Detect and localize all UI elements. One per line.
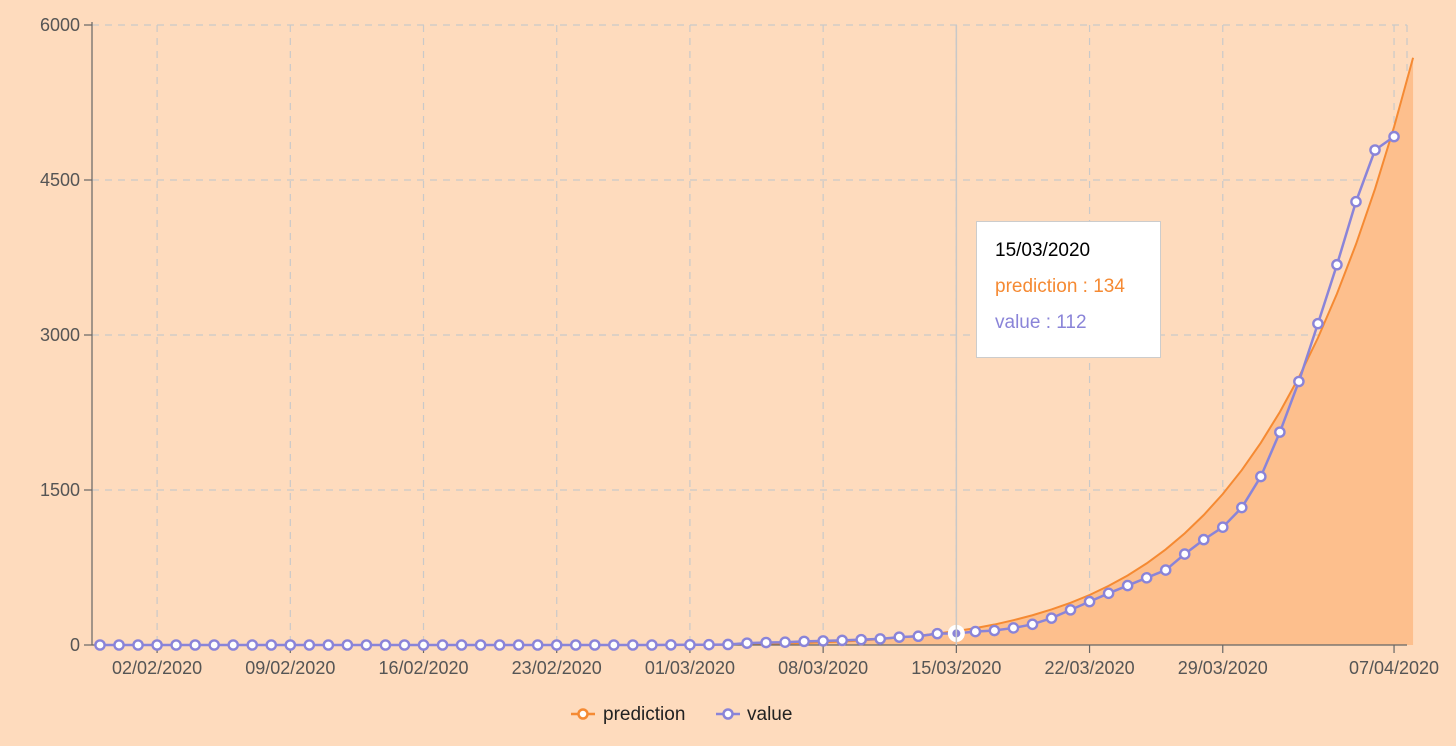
value-point[interactable] [627, 639, 639, 651]
value-point[interactable] [1178, 548, 1191, 560]
value-point[interactable] [722, 638, 734, 651]
value-point[interactable] [170, 639, 182, 651]
value-point[interactable] [1102, 587, 1115, 600]
value-point[interactable] [493, 639, 506, 651]
value-point[interactable] [569, 639, 582, 651]
value-point[interactable] [1216, 521, 1229, 534]
value-point[interactable] [322, 639, 335, 651]
value-point[interactable] [874, 633, 887, 645]
value-point[interactable] [1350, 195, 1362, 208]
value-point[interactable] [836, 634, 848, 647]
x-tick-label: 16/02/2020 [378, 658, 468, 678]
value-point[interactable] [1388, 130, 1400, 143]
legend-item-value[interactable]: value [716, 704, 792, 725]
value-point[interactable] [646, 639, 658, 651]
value-point[interactable] [265, 639, 278, 651]
value-point[interactable] [398, 639, 411, 651]
y-tick-label: 0 [70, 635, 80, 655]
value-point[interactable] [436, 639, 449, 651]
chart-tooltip: 15/03/2020 prediction : 134 value : 112 [976, 221, 1161, 358]
value-point[interactable] [912, 630, 925, 643]
value-point[interactable] [1026, 618, 1039, 631]
value-point[interactable] [1312, 317, 1324, 330]
value-point[interactable] [208, 639, 220, 651]
value-series[interactable] [94, 130, 1400, 651]
value-point[interactable] [1159, 564, 1172, 576]
value-point[interactable] [1140, 572, 1153, 584]
legend-item-prediction[interactable]: prediction [571, 704, 685, 725]
value-point[interactable] [189, 639, 201, 651]
value-point[interactable] [303, 639, 316, 651]
value-point[interactable] [855, 633, 868, 646]
x-tick-label: 29/03/2020 [1178, 658, 1268, 678]
value-point[interactable] [1274, 426, 1286, 438]
value-point[interactable] [474, 639, 487, 651]
y-tick-label: 6000 [40, 15, 80, 35]
value-point[interactable] [608, 639, 620, 651]
value-point[interactable] [1064, 604, 1077, 616]
value-point[interactable] [1255, 470, 1267, 483]
value-point[interactable] [1331, 258, 1343, 271]
value-point[interactable] [132, 639, 144, 651]
x-tick-label: 07/04/2020 [1349, 658, 1439, 678]
value-point[interactable] [512, 639, 525, 651]
value-point[interactable] [455, 639, 468, 651]
prediction-area [100, 57, 1415, 646]
tooltip-prediction: prediction : 134 [995, 276, 1125, 297]
legend-label-value: value [747, 704, 792, 725]
value-point[interactable] [893, 631, 906, 643]
y-tick-label: 3000 [40, 325, 80, 345]
value-point[interactable] [684, 638, 696, 651]
axes: 0 1500 3000 4500 6000 02/02/2020 09/02/2020 16/… [40, 15, 1439, 678]
value-point[interactable] [988, 624, 1001, 637]
value-point[interactable] [588, 639, 601, 651]
x-tick-label: 22/03/2020 [1045, 658, 1135, 678]
value-point[interactable] [360, 639, 373, 651]
value-point[interactable] [779, 636, 791, 649]
value-point[interactable] [550, 639, 563, 651]
legend-label-prediction: prediction [603, 704, 685, 725]
value-point[interactable] [1236, 501, 1248, 514]
value-point[interactable] [1293, 375, 1305, 388]
value-point[interactable] [969, 625, 982, 638]
value-point[interactable] [1197, 533, 1210, 546]
x-tick-label: 15/03/2020 [911, 658, 1001, 678]
value-point[interactable] [151, 639, 163, 651]
value-point[interactable] [665, 639, 677, 651]
value-point[interactable] [798, 635, 810, 648]
x-tick-label: 23/02/2020 [512, 658, 602, 678]
value-point[interactable] [1007, 622, 1020, 634]
value-point[interactable] [1045, 612, 1058, 624]
value-point[interactable] [1369, 144, 1381, 156]
x-tick-label: 09/02/2020 [245, 658, 335, 678]
value-point[interactable] [417, 639, 430, 651]
value-point[interactable] [760, 636, 772, 649]
value-point[interactable] [113, 639, 125, 651]
y-tick-label: 1500 [40, 480, 80, 500]
value-point[interactable] [817, 635, 829, 647]
tooltip-date: 15/03/2020 [995, 240, 1091, 261]
value-point[interactable] [1083, 595, 1096, 608]
value-point[interactable] [379, 639, 392, 651]
value-point[interactable] [931, 627, 944, 640]
value-point[interactable] [703, 638, 715, 651]
tooltip-value: value : 112 [995, 312, 1087, 333]
value-point[interactable] [1121, 579, 1134, 592]
value-point[interactable] [227, 639, 240, 651]
x-tick-label: 01/03/2020 [645, 658, 735, 678]
value-point[interactable] [94, 639, 106, 651]
grid-lines [92, 24, 1408, 645]
value-point[interactable] [531, 639, 544, 651]
value-point[interactable] [284, 639, 297, 651]
value-point[interactable] [341, 639, 354, 651]
value-point[interactable] [741, 637, 753, 649]
value-point[interactable] [246, 639, 259, 651]
prediction-area-fill [100, 57, 1414, 645]
y-tick-label: 4500 [40, 170, 80, 190]
x-tick-label: 02/02/2020 [112, 658, 202, 678]
legend[interactable]: prediction value [571, 704, 792, 725]
x-tick-label: 08/03/2020 [778, 658, 868, 678]
